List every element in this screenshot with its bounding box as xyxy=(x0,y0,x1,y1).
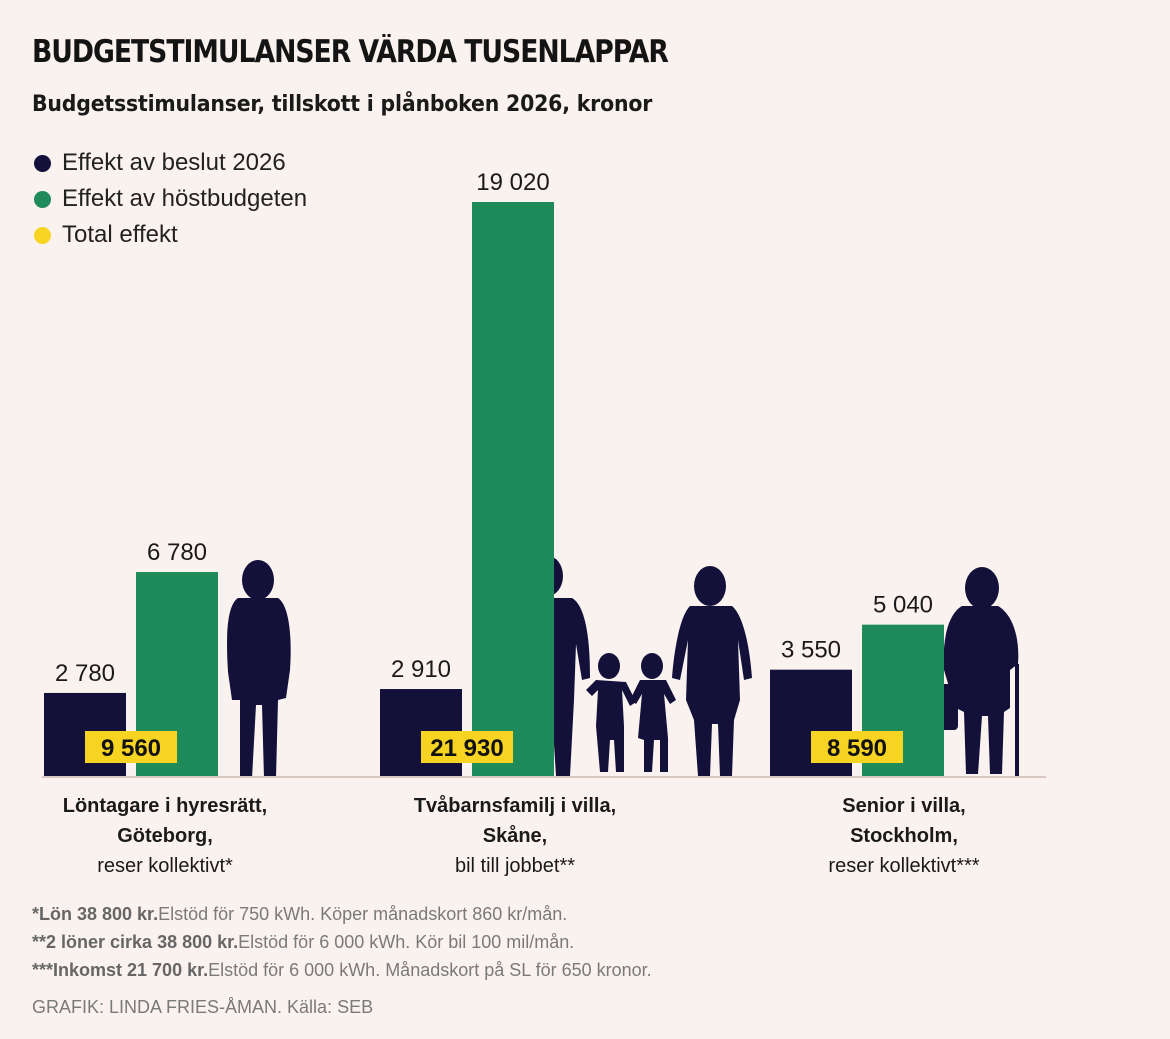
total-badge xyxy=(421,731,513,763)
category-label: reser kollektivt* xyxy=(97,855,233,877)
totals-layer: 9 560 21 930 8 590 xyxy=(85,731,903,763)
legend-item-hostbudget: Effekt av höstbudgeten xyxy=(34,181,307,217)
legend-swatch-green xyxy=(34,190,51,208)
footnote-text: Elstöd för 750 kWh. Köper månadskort 860… xyxy=(158,904,568,924)
credit: GRAFIK: LINDA FRIES-ÅMAN. Källa: SEB xyxy=(32,997,374,1017)
legend-item-beslut: Effekt av beslut 2026 xyxy=(34,145,307,181)
bar-chart: 2 780 2 910 3 550 6 780 19 020 5 040 9 560 21 … xyxy=(42,169,1046,877)
category-label: Tvåbarnsfamilj i villa, xyxy=(414,794,616,817)
legend-swatch-navy xyxy=(34,154,51,172)
footnote: **2 löner cirka 38 800 kr.Elstöd för 6 0… xyxy=(32,932,652,960)
total-value-label: 8 590 xyxy=(827,735,887,762)
legend-item-total: Total effekt xyxy=(34,217,307,253)
category-label: reser kollektivt*** xyxy=(828,855,979,877)
bar-value-label: 19 020 xyxy=(476,169,549,196)
category-label: Löntagare i hyresrätt, xyxy=(63,795,268,817)
total-value-label: 9 560 xyxy=(101,735,161,762)
footnote: *Lön 38 800 kr.Elstöd för 750 kWh. Köper… xyxy=(32,904,652,932)
bar-value-label: 5 040 xyxy=(873,592,933,619)
value-labels-layer: 2 780 2 910 3 550 6 780 19 020 5 040 xyxy=(55,169,933,687)
bar-value-label: 2 910 xyxy=(391,656,451,683)
category-labels-layer: Löntagare i hyresrätt, Göteborg, reser kol… xyxy=(63,794,980,877)
category-label: Stockholm, xyxy=(850,825,958,847)
total-badge xyxy=(85,731,177,763)
category-label: Skåne, xyxy=(483,824,547,847)
bar-value-label: 2 780 xyxy=(55,660,115,687)
footnote-bold: **2 löner cirka 38 800 kr. xyxy=(32,932,239,952)
silhouette-woman-icon xyxy=(227,560,291,778)
bar-value-label: 6 780 xyxy=(147,539,207,566)
footnote-bold: ***Inkomst 21 700 kr. xyxy=(32,960,209,980)
bar xyxy=(472,202,554,777)
legend-label: Effekt av höstbudgeten xyxy=(62,185,308,212)
footnote-text: Elstöd för 6 000 kWh. Månadskort på SL f… xyxy=(208,960,652,980)
chart-title: BUDGETSTIMULANSER VÄRDA TUSENLAPPAR xyxy=(32,34,669,70)
footnote-text: Elstöd för 6 000 kWh. Kör bil 100 mil/må… xyxy=(238,932,575,952)
footnotes: *Lön 38 800 kr.Elstöd för 750 kWh. Köper… xyxy=(32,904,652,988)
category-label: Göteborg, xyxy=(117,825,213,847)
total-value-label: 21 930 xyxy=(430,735,503,762)
footnote-bold: *Lön 38 800 kr. xyxy=(32,904,159,924)
footnote: ***Inkomst 21 700 kr.Elstöd för 6 000 kW… xyxy=(32,960,652,988)
total-badge xyxy=(811,731,903,763)
legend-label: Effekt av beslut 2026 xyxy=(62,149,286,176)
category-label: Senior i villa, xyxy=(842,795,965,817)
bar-value-label: 3 550 xyxy=(781,637,841,664)
silhouette-senior-icon xyxy=(936,567,1019,776)
legend-label: Total effekt xyxy=(62,221,178,248)
chart-subtitle: Budgetsstimulanser, tillskott i plånboke… xyxy=(32,92,653,117)
legend: Effekt av beslut 2026 Effekt av höstbudg… xyxy=(34,145,307,253)
legend-swatch-yellow xyxy=(34,226,51,244)
bars-layer xyxy=(44,202,944,777)
category-label: bil till jobbet** xyxy=(455,855,575,877)
